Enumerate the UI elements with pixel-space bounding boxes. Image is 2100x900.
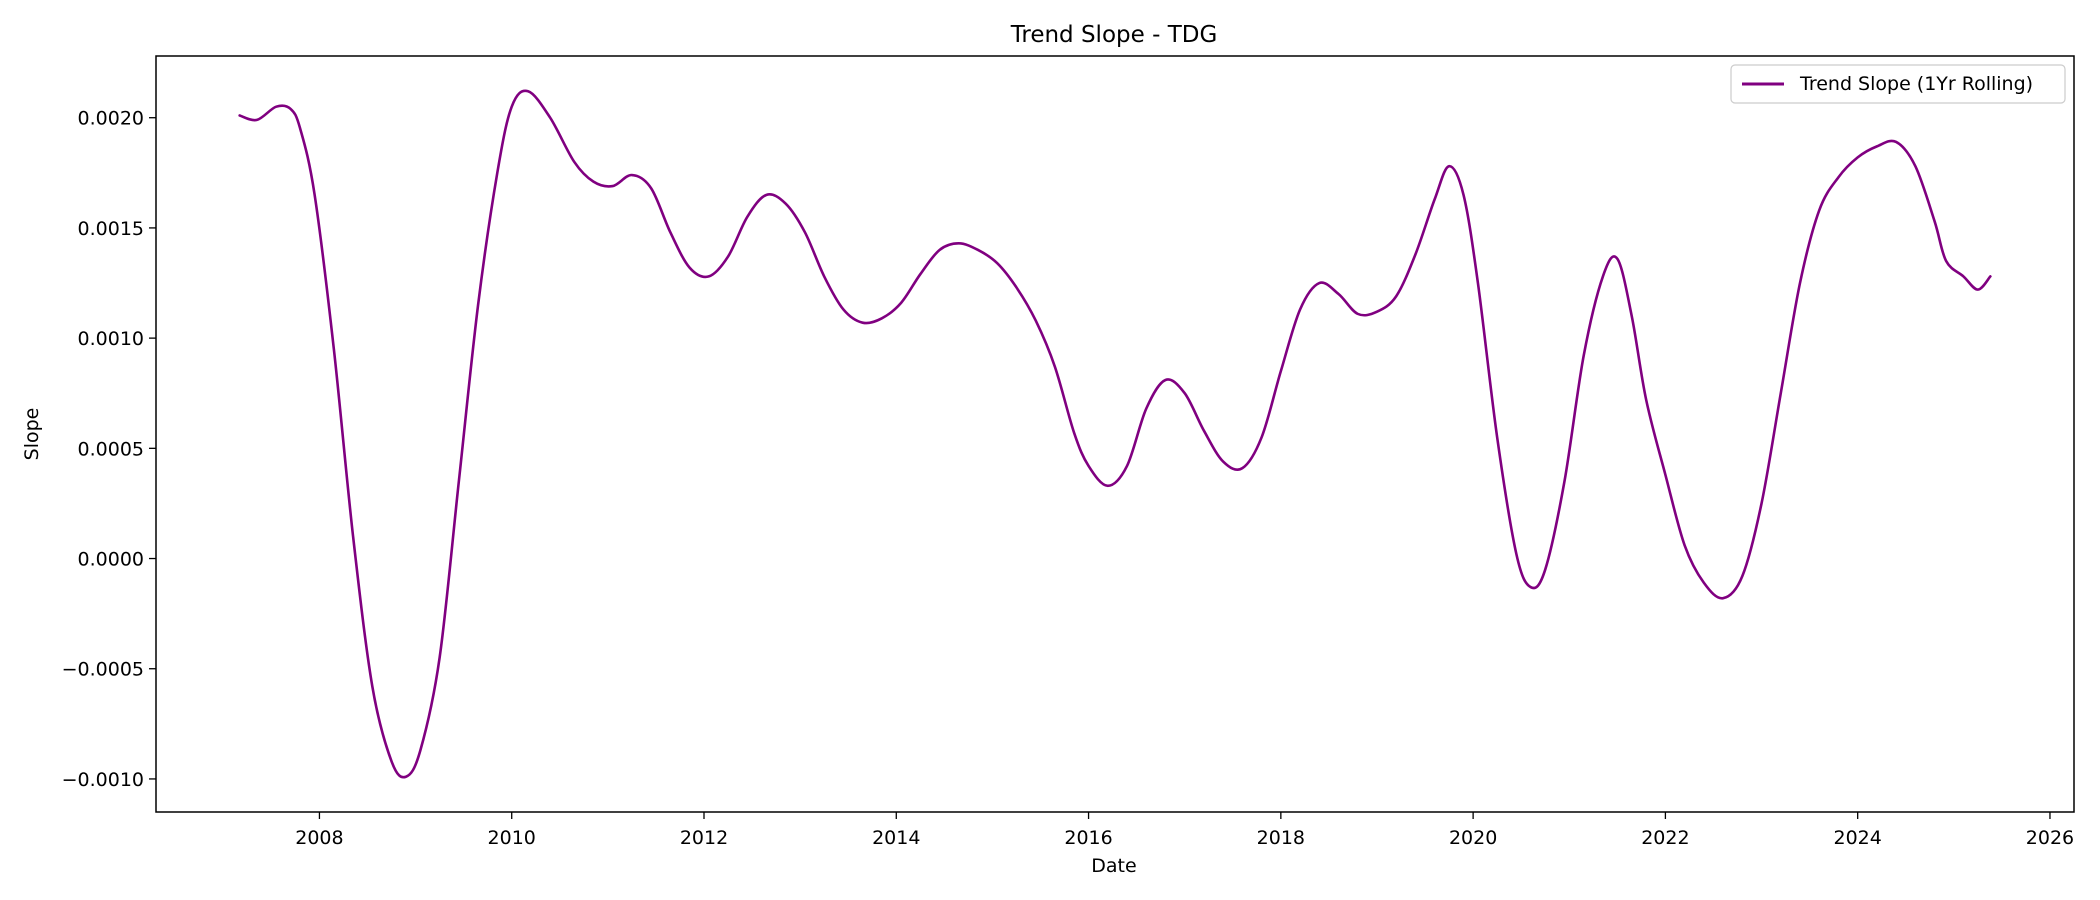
y-tick-label: 0.0020 <box>78 108 144 130</box>
y-tick-label: 0.0015 <box>78 218 144 240</box>
plot-frame <box>155 55 2075 813</box>
y-tick-label: 0.0000 <box>78 549 144 571</box>
series-layer <box>238 89 1992 779</box>
y-axis-title: Slope <box>21 408 43 461</box>
x-tick-label: 2024 <box>1834 827 1882 849</box>
x-axis-ticks: 2008 2010 2012 2014 2016 2018 2020 2022 2024 2026 <box>295 812 2074 849</box>
chart-title: Trend Slope - TDG <box>1010 22 1218 48</box>
y-tick-label: −0.0005 <box>62 659 144 681</box>
x-tick-label: 2012 <box>680 827 728 849</box>
x-tick-label: 2014 <box>872 827 920 849</box>
legend-box <box>1730 64 2066 104</box>
x-tick-label: 2022 <box>1641 827 1689 849</box>
y-tick-label: −0.0010 <box>62 769 144 791</box>
x-axis-title: Date <box>1091 855 1136 877</box>
x-tick-label: 2016 <box>1064 827 1112 849</box>
legend-label: Trend Slope (1Yr Rolling) <box>1799 73 2033 95</box>
y-tick-label: 0.0005 <box>78 438 144 460</box>
x-tick-label: 2018 <box>1257 827 1305 849</box>
y-axis-ticks: −0.0010 −0.0005 0.0000 0.0005 0.0010 0.0015 0.… <box>62 108 156 791</box>
legend: Trend Slope (1Yr Rolling) <box>1730 64 2066 104</box>
x-tick-label: 2010 <box>488 827 536 849</box>
x-tick-label: 2020 <box>1449 827 1497 849</box>
y-tick-label: 0.0010 <box>78 328 144 350</box>
x-tick-label: 2026 <box>2026 827 2074 849</box>
x-tick-label: 2008 <box>295 827 343 849</box>
series-line-trend-slope <box>238 89 1992 779</box>
